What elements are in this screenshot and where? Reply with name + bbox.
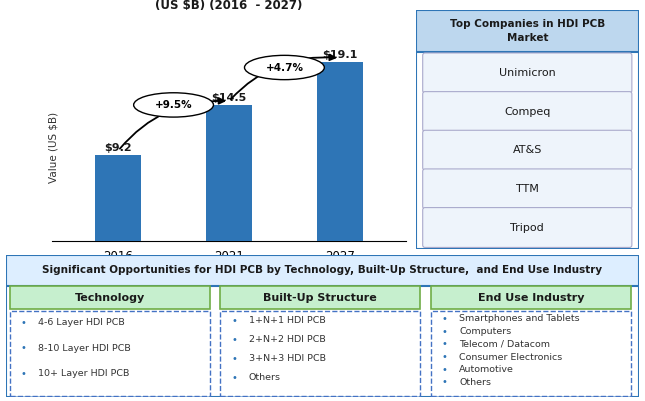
Text: Automotive: Automotive — [459, 365, 514, 374]
Bar — [95, 154, 141, 241]
Text: Tripod: Tripod — [510, 223, 544, 233]
Text: 1+N+1 HDI PCB: 1+N+1 HDI PCB — [248, 316, 325, 325]
Text: $19.1: $19.1 — [322, 50, 357, 60]
Text: •: • — [21, 343, 27, 353]
Text: Compeq: Compeq — [504, 107, 550, 117]
Text: •: • — [232, 354, 237, 364]
Ellipse shape — [244, 55, 324, 80]
Bar — [206, 105, 252, 241]
Text: $14.5: $14.5 — [212, 93, 246, 103]
Text: Others: Others — [459, 378, 491, 387]
Text: Others: Others — [248, 373, 281, 383]
Text: TTM: TTM — [516, 184, 539, 194]
Title: Trends and Forecast for the Global  HDI PCB Market
(US $B) (2016  - 2027): Trends and Forecast for the Global HDI P… — [57, 0, 401, 12]
Text: Computers: Computers — [459, 327, 511, 336]
FancyBboxPatch shape — [10, 286, 210, 310]
FancyBboxPatch shape — [220, 311, 421, 395]
Text: +9.5%: +9.5% — [155, 100, 192, 110]
Text: 2+N+2 HDI PCB: 2+N+2 HDI PCB — [248, 335, 325, 344]
Text: Significant Opportunities for HDI PCB by Technology, Built-Up Structure,  and En: Significant Opportunities for HDI PCB by… — [43, 265, 602, 275]
Text: Unimicron: Unimicron — [499, 68, 555, 78]
Text: $9.2: $9.2 — [104, 143, 132, 153]
Text: Smartphones and Tablets: Smartphones and Tablets — [459, 314, 580, 324]
Text: Built-Up Structure: Built-Up Structure — [263, 293, 377, 303]
Text: •: • — [442, 327, 448, 336]
Ellipse shape — [134, 93, 213, 117]
FancyBboxPatch shape — [431, 311, 631, 395]
Text: •: • — [21, 369, 27, 379]
FancyBboxPatch shape — [422, 130, 632, 170]
Text: Source: Lucintel: Source: Lucintel — [322, 257, 401, 267]
Text: Telecom / Datacom: Telecom / Datacom — [459, 340, 550, 349]
Text: •: • — [232, 373, 237, 383]
Text: AT&S: AT&S — [513, 145, 542, 155]
Text: End Use Industry: End Use Industry — [477, 293, 584, 303]
FancyBboxPatch shape — [10, 311, 210, 395]
Text: •: • — [21, 318, 27, 328]
FancyBboxPatch shape — [431, 286, 631, 310]
Text: 8-10 Layer HDI PCB: 8-10 Layer HDI PCB — [38, 344, 131, 352]
Text: 3+N+3 HDI PCB: 3+N+3 HDI PCB — [248, 354, 326, 363]
Text: 4-6 Layer HDI PCB: 4-6 Layer HDI PCB — [38, 318, 124, 327]
Text: •: • — [442, 377, 448, 387]
Text: Consumer Electronics: Consumer Electronics — [459, 352, 562, 362]
Text: •: • — [442, 365, 448, 375]
FancyBboxPatch shape — [422, 169, 632, 209]
FancyBboxPatch shape — [422, 208, 632, 247]
Text: Technology: Technology — [75, 293, 145, 303]
FancyBboxPatch shape — [220, 286, 421, 310]
Text: +4.7%: +4.7% — [265, 63, 303, 73]
Text: •: • — [442, 314, 448, 324]
Text: •: • — [442, 339, 448, 349]
Text: Top Companies in HDI PCB
Market: Top Companies in HDI PCB Market — [450, 19, 605, 43]
FancyBboxPatch shape — [416, 10, 639, 52]
Text: •: • — [442, 352, 448, 362]
Text: 10+ Layer HDI PCB: 10+ Layer HDI PCB — [38, 369, 130, 378]
Text: •: • — [232, 316, 237, 326]
Bar — [317, 62, 363, 241]
FancyBboxPatch shape — [422, 53, 632, 93]
FancyBboxPatch shape — [6, 255, 639, 286]
FancyBboxPatch shape — [422, 91, 632, 132]
Text: •: • — [232, 335, 237, 345]
Text: Value (US $B): Value (US $B) — [49, 111, 59, 182]
